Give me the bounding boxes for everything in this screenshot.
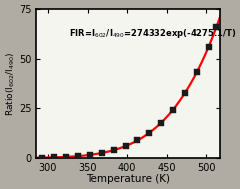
X-axis label: Temperature (K): Temperature (K) [86,174,170,184]
Text: FIR=I$_{602}$/I$_{490}$=274332exp(-4275.1/T): FIR=I$_{602}$/I$_{490}$=274332exp(-4275.… [69,27,236,40]
Y-axis label: Ratio(I$_{602}$/I$_{490}$): Ratio(I$_{602}$/I$_{490}$) [5,51,17,116]
